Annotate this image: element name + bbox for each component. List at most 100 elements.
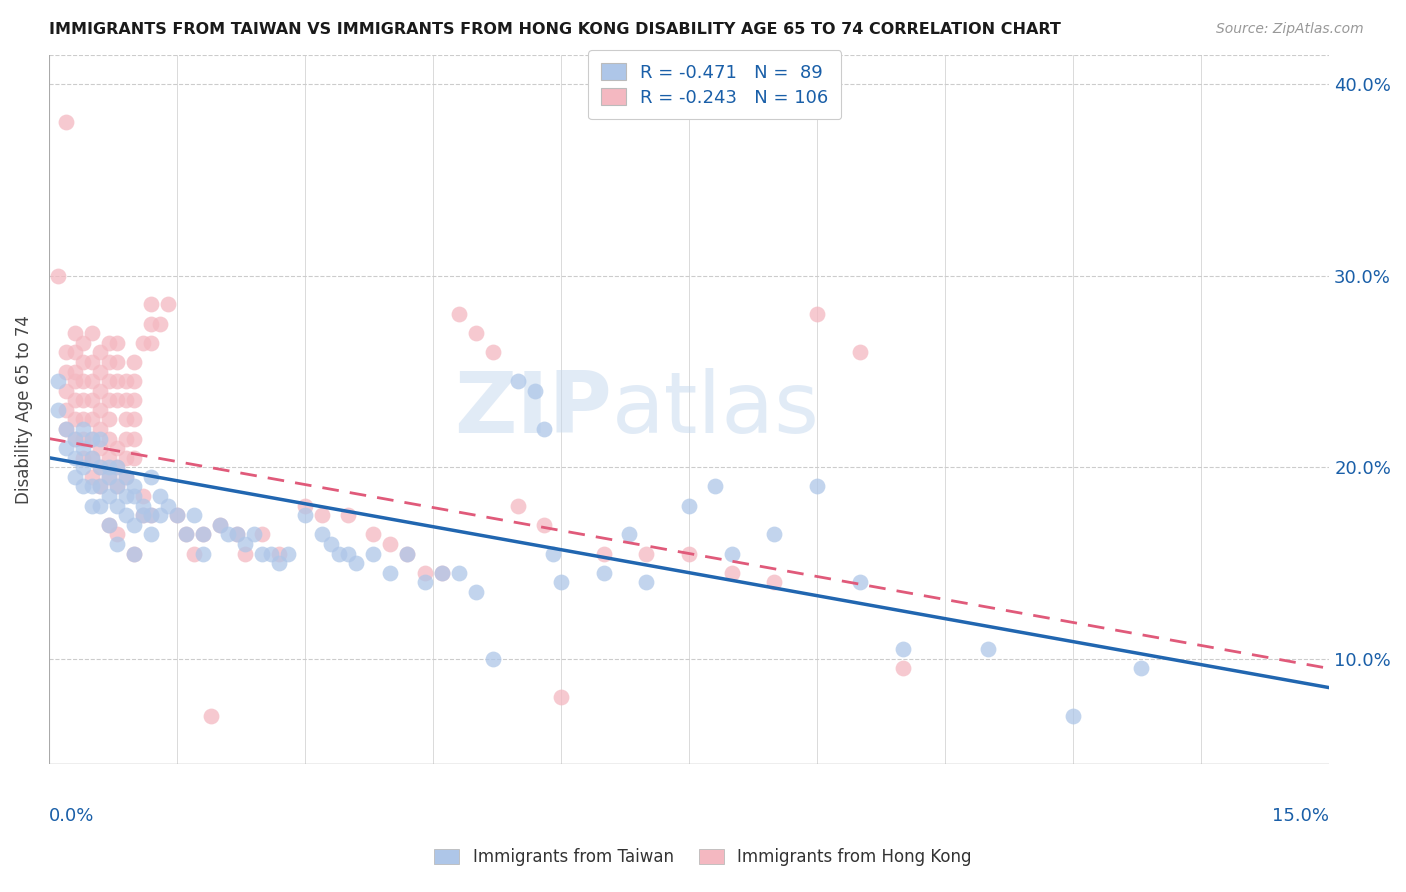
Point <box>191 547 214 561</box>
Point <box>72 432 94 446</box>
Point <box>413 575 436 590</box>
Point <box>97 460 120 475</box>
Point <box>763 527 786 541</box>
Point <box>380 566 402 580</box>
Point <box>806 479 828 493</box>
Point <box>413 566 436 580</box>
Point <box>124 412 146 426</box>
Point <box>550 690 572 705</box>
Point <box>105 499 128 513</box>
Point <box>149 508 172 523</box>
Point <box>141 335 163 350</box>
Point <box>849 345 872 359</box>
Point <box>97 450 120 465</box>
Point <box>72 422 94 436</box>
Point <box>260 547 283 561</box>
Point <box>89 384 111 398</box>
Point <box>105 441 128 455</box>
Point <box>550 575 572 590</box>
Point <box>80 355 103 369</box>
Point <box>114 393 136 408</box>
Point <box>149 317 172 331</box>
Point <box>72 335 94 350</box>
Point <box>311 508 333 523</box>
Text: 15.0%: 15.0% <box>1272 806 1329 825</box>
Point <box>720 547 742 561</box>
Point <box>849 575 872 590</box>
Point <box>217 527 239 541</box>
Point <box>132 335 155 350</box>
Point <box>183 547 205 561</box>
Point <box>124 547 146 561</box>
Point <box>89 460 111 475</box>
Point <box>63 393 86 408</box>
Point <box>89 364 111 378</box>
Point <box>97 470 120 484</box>
Point <box>124 479 146 493</box>
Point <box>114 412 136 426</box>
Point <box>208 517 231 532</box>
Point <box>63 432 86 446</box>
Point <box>55 384 77 398</box>
Point <box>363 527 385 541</box>
Point <box>294 499 316 513</box>
Point <box>720 566 742 580</box>
Text: atlas: atlas <box>612 368 820 451</box>
Text: 0.0%: 0.0% <box>49 806 94 825</box>
Point <box>124 517 146 532</box>
Point <box>89 345 111 359</box>
Point <box>72 355 94 369</box>
Point <box>63 326 86 341</box>
Point <box>89 402 111 417</box>
Point <box>80 412 103 426</box>
Point <box>55 441 77 455</box>
Point <box>447 307 470 321</box>
Point <box>105 479 128 493</box>
Point <box>114 374 136 388</box>
Point <box>63 412 86 426</box>
Point <box>55 115 77 129</box>
Point <box>174 527 197 541</box>
Point <box>89 499 111 513</box>
Point <box>72 412 94 426</box>
Point <box>80 326 103 341</box>
Point <box>269 556 291 570</box>
Point <box>89 479 111 493</box>
Point <box>149 489 172 503</box>
Point <box>80 432 103 446</box>
Point <box>252 547 274 561</box>
Point <box>46 402 69 417</box>
Point <box>80 470 103 484</box>
Point <box>97 412 120 426</box>
Point <box>72 460 94 475</box>
Point <box>80 499 103 513</box>
Point <box>636 575 658 590</box>
Point <box>63 470 86 484</box>
Point <box>72 479 94 493</box>
Point <box>89 460 111 475</box>
Point <box>252 527 274 541</box>
Point <box>396 547 419 561</box>
Point <box>464 326 486 341</box>
Point <box>619 527 641 541</box>
Point <box>80 450 103 465</box>
Point <box>114 489 136 503</box>
Point <box>430 566 453 580</box>
Point <box>89 479 111 493</box>
Point <box>80 374 103 388</box>
Point <box>89 432 111 446</box>
Point <box>225 527 247 541</box>
Point <box>277 547 299 561</box>
Point <box>380 537 402 551</box>
Point <box>430 566 453 580</box>
Point <box>396 547 419 561</box>
Point <box>72 393 94 408</box>
Point <box>97 374 120 388</box>
Point <box>114 470 136 484</box>
Point <box>447 566 470 580</box>
Point <box>55 422 77 436</box>
Point <box>200 709 222 723</box>
Point <box>124 547 146 561</box>
Point <box>482 652 505 666</box>
Point <box>105 393 128 408</box>
